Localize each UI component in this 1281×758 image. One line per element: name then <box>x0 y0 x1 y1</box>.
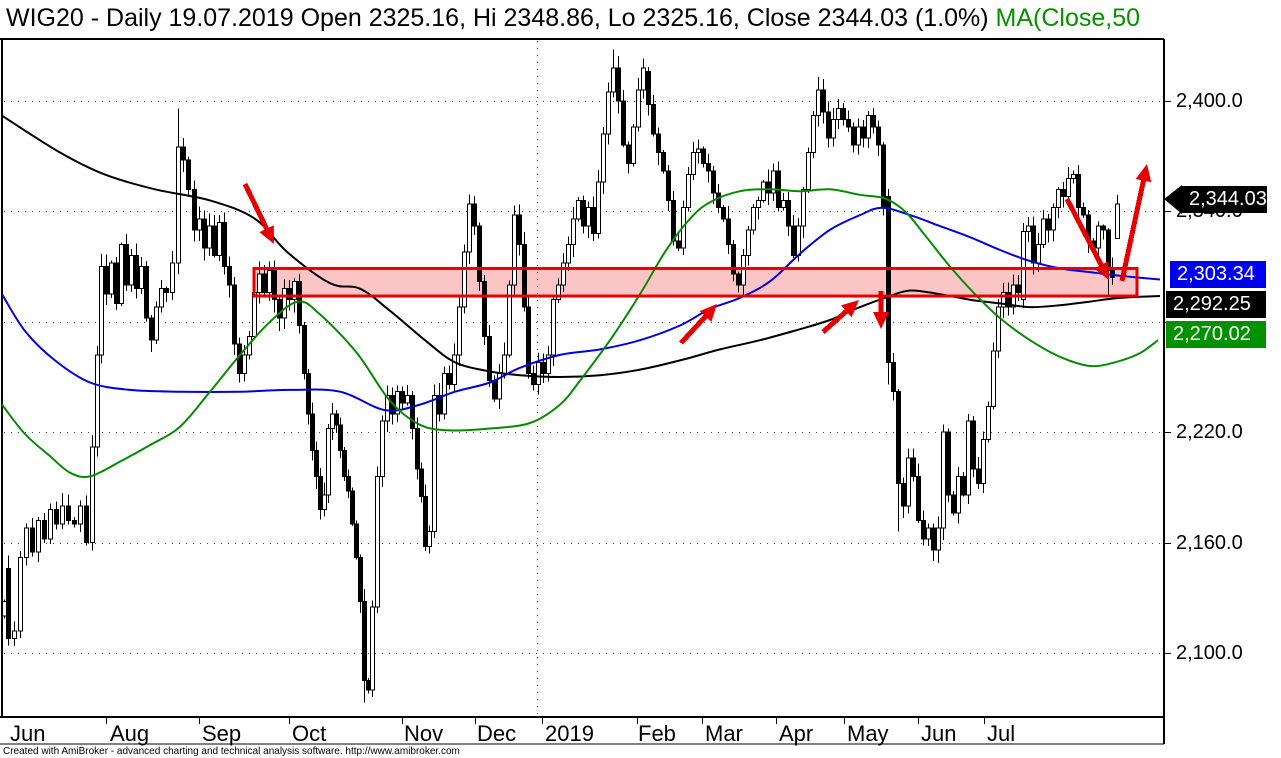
chart-title-ohlc-text: WIG20 - Daily 19.07.2019 Open 2325.16, H… <box>6 4 996 32</box>
x-axis-label: Mar <box>705 721 743 746</box>
x-axis-label: Dec <box>477 721 517 746</box>
annotation-arrow-head <box>699 304 717 322</box>
y-axis-label: 2,100.0 <box>1176 642 1243 664</box>
x-axis-label: Jun <box>921 721 957 746</box>
annotation-arrow-head <box>1094 261 1109 280</box>
y-axis-label: 2,400.0 <box>1176 90 1243 112</box>
last-price-tag: 2,344.03 <box>1182 186 1267 213</box>
annotation-arrow-head <box>1135 164 1152 183</box>
ma-black-line <box>1 114 1161 379</box>
y-axis-label: 2,220.0 <box>1176 421 1243 444</box>
x-axis-label: Jun <box>10 721 46 746</box>
x-axis-label: May <box>847 721 889 746</box>
ma-green-line <box>1 188 1159 479</box>
black-ma-price-tag: 2,292.25 <box>1166 291 1266 318</box>
blue-ma-price-tag: 2,303.34 <box>1170 261 1266 288</box>
x-axis-label: Aug <box>110 721 150 746</box>
annotation-arrow-head <box>840 300 859 318</box>
ma-indicator-label: MA(Close,50 <box>995 4 1141 32</box>
annotation-arrow-shaft <box>1064 197 1106 270</box>
green-ma-price-tag: 2,270.02 <box>1166 321 1266 348</box>
x-axis-label: Apr <box>779 721 814 746</box>
x-axis-label: Feb <box>638 721 676 746</box>
resistance-zone-border <box>252 266 1139 298</box>
candlestick-series <box>2 49 1120 703</box>
x-axis-label: Sep <box>202 721 242 746</box>
x-axis-label: Jul <box>987 721 1016 746</box>
resistance-zone-fill <box>254 268 1137 297</box>
x-axis-label: Oct <box>292 721 327 746</box>
x-axis-label: 2019 <box>545 721 594 746</box>
annotation-arrow-shaft <box>1119 176 1147 282</box>
amibroker-attribution: Created with AmiBroker - advanced charti… <box>3 746 460 757</box>
x-axis-label: Nov <box>404 721 444 746</box>
annotation-arrow-shaft <box>242 182 271 234</box>
annotation-arrow-head <box>873 312 889 329</box>
annotation-arrow-shaft <box>679 311 711 345</box>
annotation-arrow-shaft <box>821 306 851 334</box>
y-axis-label: 2,160.0 <box>1176 531 1243 554</box>
last-price-tag-pointer <box>1164 185 1182 214</box>
chart-title: WIG20 - Daily 19.07.2019 Open 2325.16, H… <box>6 4 1162 38</box>
annotation-arrow-head <box>259 225 274 244</box>
